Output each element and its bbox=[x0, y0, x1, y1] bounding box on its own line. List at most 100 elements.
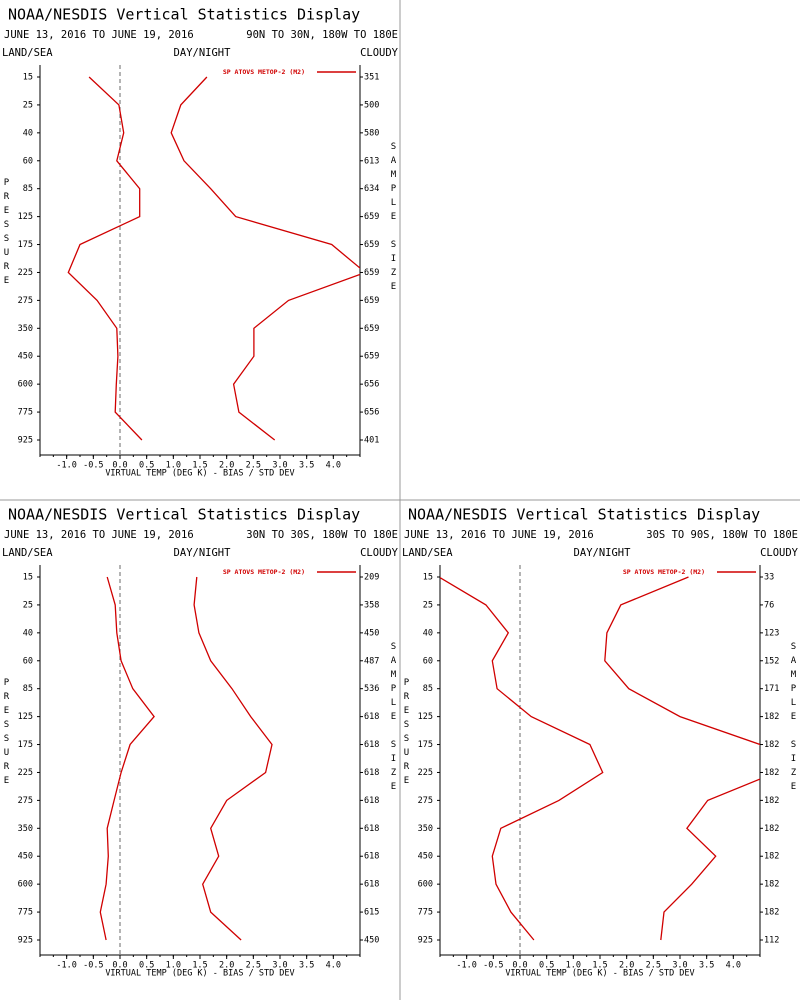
y-axis-label: PRESSURE bbox=[2, 678, 12, 790]
x-tick-label: -0.5 bbox=[83, 961, 103, 971]
y-axis-label: PRESSURE bbox=[402, 678, 412, 790]
x-axis-label: VIRTUAL TEMP (DEG K) - BIAS / STD DEV bbox=[505, 969, 694, 979]
sample-size-label: 618 bbox=[364, 796, 379, 806]
sample-size-label: 615 bbox=[364, 908, 379, 918]
pressure-label: 600 bbox=[18, 380, 33, 390]
legend-label: SP ATOVS METOP-2 (M2) bbox=[223, 68, 305, 76]
pressure-label: 15 bbox=[23, 573, 33, 583]
pressure-label: 40 bbox=[423, 628, 433, 638]
pressure-label: 125 bbox=[18, 712, 33, 722]
sample-size-label: 634 bbox=[364, 184, 379, 194]
profile-line bbox=[67, 76, 143, 441]
pressure-label: 85 bbox=[423, 684, 433, 694]
region: 90N TO 30N, 180W TO 180E bbox=[246, 29, 398, 41]
pressure-label: 175 bbox=[418, 740, 433, 750]
sample-size-label: 659 bbox=[364, 324, 379, 334]
sample-size-label: 659 bbox=[364, 296, 379, 306]
header-right: CLOUDY bbox=[360, 47, 399, 59]
legend-label: SP ATOVS METOP-2 (M2) bbox=[623, 568, 705, 576]
sample-size-label: 618 bbox=[364, 852, 379, 862]
sample-size-label: 171 bbox=[764, 684, 779, 694]
x-tick-label: 2.5 bbox=[246, 461, 261, 471]
pressure-label: 175 bbox=[18, 740, 33, 750]
pressure-label: 925 bbox=[418, 936, 433, 946]
sample-size-label: 123 bbox=[764, 628, 779, 638]
panel: NOAA/NESDIS Vertical Statistics Display J… bbox=[402, 506, 799, 979]
region: 30S TO 90S, 180W TO 180E bbox=[646, 529, 798, 541]
x-tick-label: 4.0 bbox=[326, 961, 341, 971]
pressure-label: 925 bbox=[18, 936, 33, 946]
x-tick-label: 1.0 bbox=[166, 461, 181, 471]
sample-size-label: 76 bbox=[764, 600, 774, 610]
pressure-label: 600 bbox=[18, 880, 33, 890]
x-tick-label: -1.0 bbox=[56, 461, 76, 471]
date-range: JUNE 13, 2016 TO JUNE 19, 2016 bbox=[404, 529, 594, 541]
sample-size-label: 182 bbox=[764, 740, 779, 750]
sample-size-label: 659 bbox=[364, 268, 379, 278]
header-center: DAY/NIGHT bbox=[174, 47, 232, 59]
sample-size-label: 401 bbox=[364, 436, 379, 446]
header-center: DAY/NIGHT bbox=[574, 547, 632, 559]
x-axis-label: VIRTUAL TEMP (DEG K) - BIAS / STD DEV bbox=[105, 969, 294, 979]
sample-size-label: 182 bbox=[764, 880, 779, 890]
sample-size-label: 152 bbox=[764, 656, 779, 666]
sample-size-label: 618 bbox=[364, 740, 379, 750]
sample-size-label: 450 bbox=[364, 936, 379, 946]
x-tick-label: 0.0 bbox=[112, 961, 127, 971]
pressure-label: 15 bbox=[23, 73, 33, 83]
pressure-label: 275 bbox=[18, 296, 33, 306]
x-tick-label: 4.0 bbox=[326, 461, 341, 471]
pressure-label: 25 bbox=[423, 600, 433, 610]
x-tick-label: -1.0 bbox=[56, 961, 76, 971]
title: NOAA/NESDIS Vertical Statistics Display bbox=[8, 506, 360, 524]
sample-size-label: 656 bbox=[364, 380, 379, 390]
x-tick-label: 3.0 bbox=[272, 461, 287, 471]
sample-size-label: 182 bbox=[764, 796, 779, 806]
title: NOAA/NESDIS Vertical Statistics Display bbox=[408, 506, 760, 524]
profile-line bbox=[440, 576, 604, 941]
sample-size-label: 536 bbox=[364, 684, 379, 694]
pressure-label: 60 bbox=[423, 656, 433, 666]
pressure-label: 450 bbox=[18, 852, 33, 862]
y2-axis-label: SAMPLE SIZE bbox=[789, 642, 799, 796]
pressure-label: 40 bbox=[23, 628, 33, 638]
pressure-label: 600 bbox=[418, 880, 433, 890]
sample-size-label: 659 bbox=[364, 240, 379, 250]
x-tick-label: 3.5 bbox=[699, 961, 714, 971]
pressure-label: 350 bbox=[18, 324, 33, 334]
profile-line bbox=[99, 576, 155, 941]
pressure-label: 60 bbox=[23, 156, 33, 166]
pressure-label: 775 bbox=[418, 908, 433, 918]
x-tick-label: 0.5 bbox=[139, 961, 154, 971]
sample-size-label: 351 bbox=[364, 73, 379, 83]
x-axis-label: VIRTUAL TEMP (DEG K) - BIAS / STD DEV bbox=[105, 469, 294, 479]
x-tick-label: 1.5 bbox=[192, 961, 207, 971]
profile-line bbox=[170, 76, 360, 441]
sample-size-label: 182 bbox=[764, 824, 779, 834]
pressure-label: 175 bbox=[18, 240, 33, 250]
pressure-label: 85 bbox=[23, 184, 33, 194]
sample-size-label: 112 bbox=[764, 936, 779, 946]
sample-size-label: 618 bbox=[364, 712, 379, 722]
pressure-label: 225 bbox=[18, 268, 33, 278]
header-center: DAY/NIGHT bbox=[174, 547, 232, 559]
sample-size-label: 613 bbox=[364, 156, 379, 166]
sample-size-label: 33 bbox=[764, 573, 774, 583]
title: NOAA/NESDIS Vertical Statistics Display bbox=[8, 6, 360, 24]
pressure-label: 25 bbox=[23, 600, 33, 610]
x-tick-label: 3.5 bbox=[299, 961, 314, 971]
x-tick-label: -0.5 bbox=[83, 461, 103, 471]
date-range: JUNE 13, 2016 TO JUNE 19, 2016 bbox=[4, 529, 194, 541]
series-group bbox=[440, 576, 760, 941]
sample-size-label: 659 bbox=[364, 212, 379, 222]
panel: NOAA/NESDIS Vertical Statistics Display J… bbox=[2, 506, 399, 979]
sample-size-label: 618 bbox=[364, 824, 379, 834]
x-tick-label: 0.0 bbox=[112, 461, 127, 471]
sample-size-label: 580 bbox=[364, 128, 379, 138]
pressure-label: 925 bbox=[18, 436, 33, 446]
profile-line bbox=[193, 576, 273, 941]
pressure-label: 775 bbox=[18, 408, 33, 418]
profile-line bbox=[604, 576, 760, 941]
x-tick-label: 0.5 bbox=[139, 461, 154, 471]
